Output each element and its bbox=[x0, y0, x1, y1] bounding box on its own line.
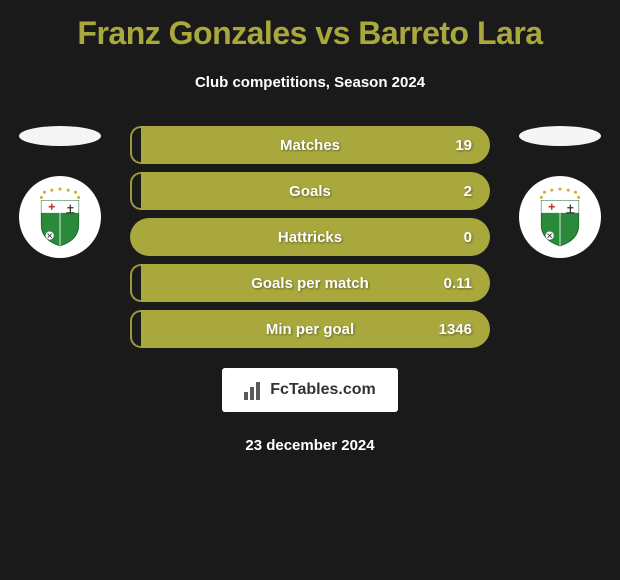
stats-wrapper: Matches 19 Goals 2 Hattricks 0 bbox=[0, 126, 620, 348]
stat-value: 0 bbox=[464, 229, 472, 246]
shield-icon bbox=[29, 186, 91, 248]
main-container: Franz Gonzales vs Barreto Lara Club comp… bbox=[0, 0, 620, 464]
subtitle: Club competitions, Season 2024 bbox=[195, 74, 425, 91]
stat-value: 1346 bbox=[439, 321, 472, 338]
date-text: 23 december 2024 bbox=[245, 437, 374, 454]
stat-label: Hattricks bbox=[278, 229, 342, 246]
chart-icon bbox=[244, 380, 264, 400]
stat-label: Goals bbox=[289, 183, 331, 200]
stat-label: Min per goal bbox=[266, 321, 354, 338]
stat-label: Matches bbox=[280, 137, 340, 154]
player-ellipse-right bbox=[519, 126, 601, 146]
player-ellipse-left bbox=[19, 126, 101, 146]
stat-row-matches: Matches 19 bbox=[130, 126, 490, 164]
left-player-icons bbox=[10, 126, 110, 258]
club-badge-left bbox=[19, 176, 101, 258]
stat-label: Goals per match bbox=[251, 275, 369, 292]
club-badge-right bbox=[519, 176, 601, 258]
stat-row-gpm: Goals per match 0.11 bbox=[130, 264, 490, 302]
shield-icon bbox=[529, 186, 591, 248]
stat-value: 2 bbox=[464, 183, 472, 200]
stats-list: Matches 19 Goals 2 Hattricks 0 bbox=[110, 126, 510, 348]
logo-text: FcTables.com bbox=[270, 381, 376, 399]
stat-row-mpg: Min per goal 1346 bbox=[130, 310, 490, 348]
page-title: Franz Gonzales vs Barreto Lara bbox=[77, 15, 542, 52]
stat-value: 0.11 bbox=[444, 275, 472, 292]
stat-value: 19 bbox=[455, 137, 472, 154]
fctables-logo[interactable]: FcTables.com bbox=[222, 368, 398, 412]
right-player-icons bbox=[510, 126, 610, 258]
stat-row-goals: Goals 2 bbox=[130, 172, 490, 210]
stat-row-hattricks: Hattricks 0 bbox=[130, 218, 490, 256]
